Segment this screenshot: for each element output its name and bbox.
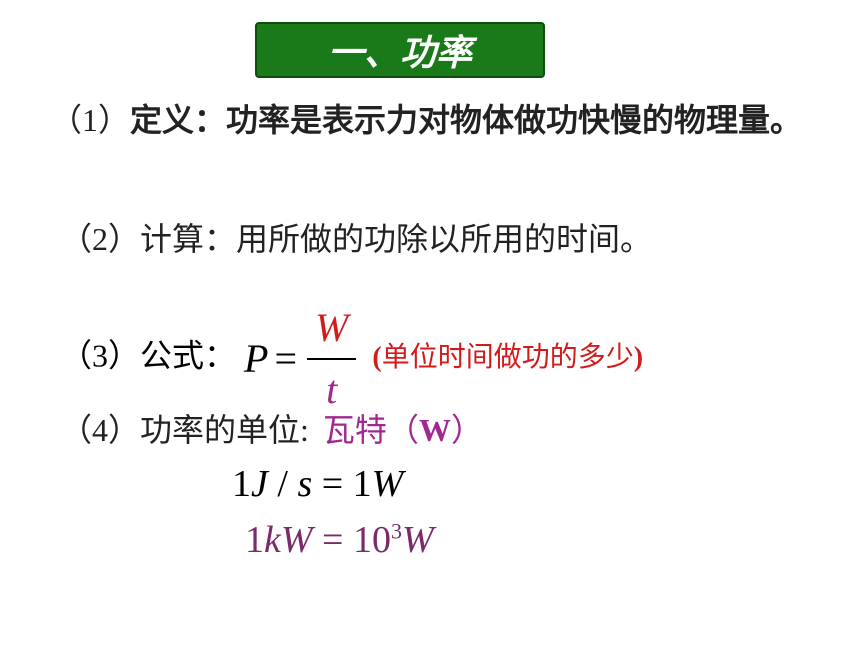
eq1-one-b: 1: [353, 463, 372, 505]
eq2-exponent: 3: [391, 518, 402, 543]
point4-text: 功率的单位:: [140, 412, 309, 448]
eq1-one-a: 1: [232, 463, 251, 505]
eq1-slash: /: [268, 463, 298, 505]
calculation-line: （2）计算：用所做的功除以所用的时间。: [60, 215, 820, 263]
formula-equals: =: [274, 329, 297, 389]
point3-text: 公式：: [140, 337, 236, 373]
eq1-W: W: [372, 463, 404, 505]
unit-watt-cn: 瓦特: [323, 412, 387, 448]
formula-note: (单位时间做功的多少): [372, 342, 643, 373]
page-title: 一、功率: [328, 24, 472, 76]
unit-line: （4）功率的单位: 瓦特（W）: [60, 406, 820, 454]
point3-label: （3）: [60, 337, 140, 373]
eq2-one: 1: [245, 519, 264, 561]
definition-line: （1）定义：功率是表示力对物体做功快慢的物理量。: [50, 96, 810, 144]
eq2-kW: kW: [264, 519, 313, 561]
equation-joule-watt: 1J / s = 1W: [232, 462, 403, 506]
eq1-J: J: [251, 463, 268, 505]
point1-label: （1）: [50, 102, 130, 138]
formula-P: P: [244, 329, 268, 389]
unit-watt: 瓦特（W）: [323, 412, 483, 448]
eq2-equals: =: [313, 519, 353, 561]
power-formula: P = W t: [244, 298, 356, 420]
formula-numerator: W: [307, 298, 356, 360]
formula-fraction: W t: [307, 298, 356, 420]
note-text: 单位时间做功的多少: [382, 342, 634, 373]
point2-text: 计算：用所做的功除以所用的时间。: [140, 221, 652, 257]
point1-text: 定义：功率是表示力对物体做功快慢的物理量。: [130, 102, 802, 138]
note-open: (: [372, 342, 381, 373]
point2-label: （2）: [60, 221, 140, 257]
unit-paren-close: ）: [451, 412, 483, 448]
point4-label: （4）: [60, 412, 140, 448]
eq2-W: W: [402, 519, 434, 561]
unit-watt-symbol: W: [419, 412, 451, 448]
note-close: ): [634, 342, 643, 373]
eq2-ten: 10: [353, 519, 391, 561]
unit-paren-open: （: [387, 412, 419, 448]
eq1-equals: =: [312, 463, 352, 505]
title-box: 一、功率: [255, 22, 545, 78]
equation-kilowatt: 1kW = 103W: [245, 518, 434, 562]
formula-line: （3）公式： P = W t (单位时间做功的多少): [60, 298, 820, 420]
eq1-s: s: [297, 463, 312, 505]
